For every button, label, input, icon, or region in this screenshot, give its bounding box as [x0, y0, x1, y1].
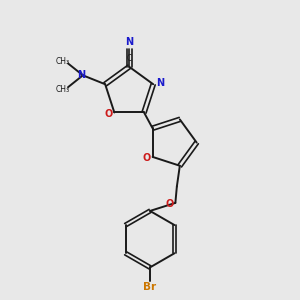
Text: Br: Br — [143, 282, 157, 292]
Text: N: N — [156, 78, 164, 88]
Text: CH₃: CH₃ — [56, 85, 70, 94]
Text: N: N — [77, 70, 85, 80]
Text: O: O — [166, 199, 174, 209]
Text: CH₃: CH₃ — [56, 57, 70, 66]
Text: N: N — [125, 38, 133, 47]
Text: C: C — [127, 54, 132, 63]
Text: O: O — [104, 109, 112, 119]
Text: O: O — [142, 153, 151, 164]
